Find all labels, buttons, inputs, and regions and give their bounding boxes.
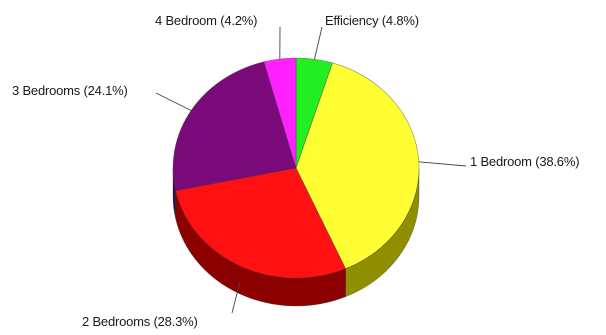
slice-label: 2 Bedrooms (28.3%)	[82, 314, 198, 329]
leader-line	[314, 26, 323, 60]
pie-slice-4-bedroom	[263, 57, 297, 169]
leader-line	[231, 282, 241, 314]
pie-top-layer	[172, 57, 420, 279]
leader-line	[155, 92, 192, 111]
slice-label: 1 Bedroom (38.6%)	[470, 154, 579, 169]
slice-labels: Efficiency (4.8%) 1 Bedroom (38.6%) 2 Bedr…	[12, 13, 580, 329]
slice-label: Efficiency (4.8%)	[325, 13, 419, 28]
pie-slice-1-bedroom	[295, 62, 420, 270]
leader-lines	[155, 26, 467, 314]
slice-label: 3 Bedrooms (24.1%)	[12, 83, 128, 98]
pie-slice-2-bedrooms	[175, 167, 346, 279]
slice-label: 4 Bedroom (4.2%)	[155, 13, 257, 28]
pie-slice-3-bedrooms	[172, 61, 297, 191]
leader-line	[418, 161, 467, 167]
